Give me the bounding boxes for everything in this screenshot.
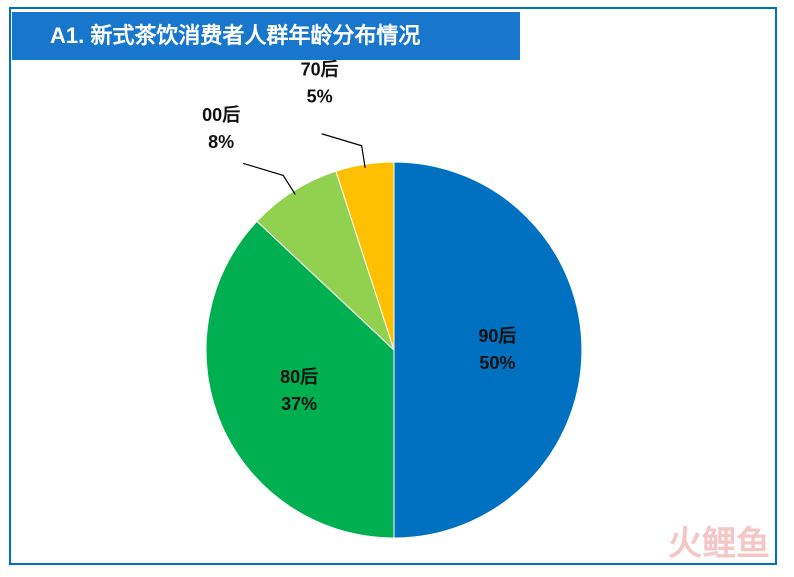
slice-category: 00后: [202, 105, 240, 125]
watermark: 火鲤鱼: [668, 525, 770, 563]
slice-value-label: 50%: [479, 353, 515, 373]
pie-slice: [205, 220, 395, 539]
pie-slice: [393, 161, 583, 539]
slice-category: 70后: [301, 59, 339, 79]
slice-value-label: 37%: [281, 394, 317, 414]
leader-line: [243, 162, 296, 195]
title-banner: [12, 12, 520, 60]
chart-title: A1. 新式茶饮消费者人群年龄分布情况: [50, 23, 420, 48]
slice-category: 80后: [280, 367, 318, 387]
slice-category: 90后: [478, 326, 516, 346]
slice-value-label: 8%: [208, 132, 234, 152]
leader-line: [321, 133, 366, 169]
slice-value-label: 5%: [307, 86, 333, 106]
